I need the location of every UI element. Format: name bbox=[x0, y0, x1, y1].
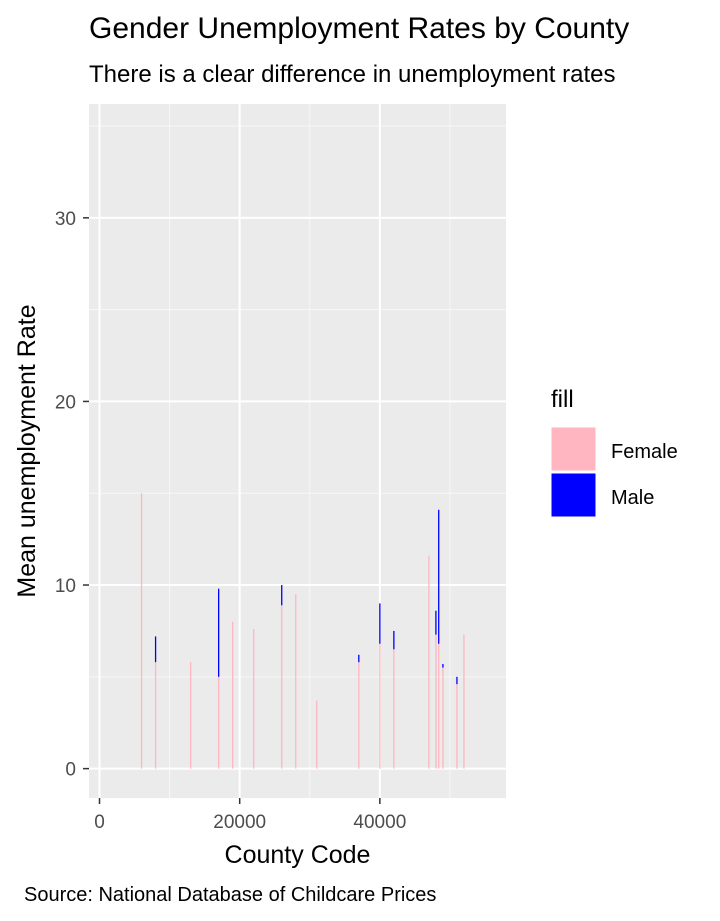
bar-female bbox=[456, 684, 458, 769]
bar-male bbox=[456, 676, 458, 685]
bar-female bbox=[295, 594, 297, 769]
y-tick-label: 0 bbox=[65, 760, 76, 781]
bar-female bbox=[154, 662, 157, 769]
bar-female bbox=[379, 643, 381, 769]
y-axis-title: Mean unemployment Rate bbox=[13, 304, 41, 597]
bar-male bbox=[393, 630, 395, 650]
bar-female bbox=[358, 662, 360, 769]
chart-caption: Source: National Database of Childcare P… bbox=[24, 884, 436, 906]
grid-minor bbox=[89, 104, 506, 798]
axes: 0 20000 40000 0 10 20 30 bbox=[55, 209, 406, 833]
legend-key-female bbox=[550, 426, 597, 472]
bar-female bbox=[232, 621, 234, 769]
bar-female bbox=[463, 634, 465, 769]
chart-title: Gender Unemployment Rates by County bbox=[89, 12, 629, 45]
bar-female bbox=[316, 700, 318, 769]
bar-male bbox=[435, 610, 437, 635]
legend-key-male bbox=[550, 472, 597, 518]
legend-label-male: Male bbox=[611, 487, 654, 509]
bar-female bbox=[281, 605, 283, 769]
bar-male bbox=[442, 663, 444, 668]
bar-female bbox=[189, 662, 192, 769]
bar-female bbox=[140, 493, 143, 769]
bar-female bbox=[435, 634, 437, 769]
bar-male bbox=[438, 509, 440, 644]
bar-female bbox=[442, 667, 444, 769]
bar-female bbox=[253, 629, 255, 769]
bar-male bbox=[379, 603, 381, 644]
x-tick-label: 0 bbox=[94, 812, 105, 833]
x-axis-title: County Code bbox=[225, 841, 371, 869]
bar-female bbox=[393, 649, 395, 769]
x-tick-label: 40000 bbox=[353, 812, 406, 833]
legend-title: fill bbox=[551, 386, 574, 413]
bar-female bbox=[438, 643, 440, 769]
bars bbox=[140, 493, 465, 769]
y-tick-label: 10 bbox=[55, 576, 76, 597]
legend: fill Female Male bbox=[550, 386, 678, 518]
bar-male bbox=[218, 588, 220, 677]
bar-male bbox=[281, 585, 283, 606]
bar-female bbox=[218, 676, 220, 769]
x-tick-label: 20000 bbox=[213, 812, 266, 833]
bar-female bbox=[428, 555, 430, 769]
y-tick-label: 20 bbox=[55, 392, 76, 413]
legend-label-female: Female bbox=[611, 441, 678, 463]
chart-subtitle: There is a clear difference in unemploym… bbox=[89, 61, 616, 88]
bar-male bbox=[358, 654, 360, 663]
y-tick-label: 30 bbox=[55, 209, 76, 230]
bar-male bbox=[154, 636, 157, 663]
